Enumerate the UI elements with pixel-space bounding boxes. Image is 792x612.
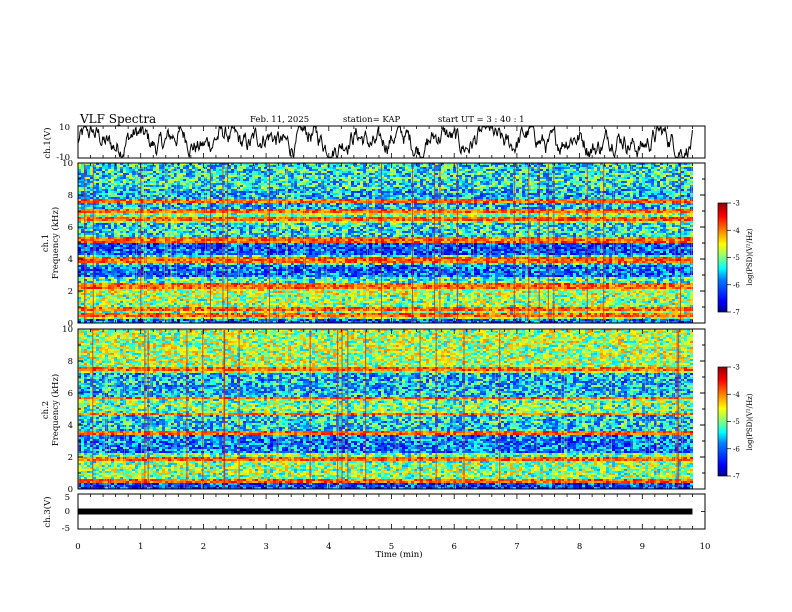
time-tick-label: 2 (201, 542, 206, 552)
ch2-colorbar-ticks: -3 -4 -5 -6 -7 (727, 364, 740, 481)
time-tick-label: 4 (326, 542, 331, 552)
ch2-spec-yticks: 0 2 4 6 8 10 (62, 325, 705, 495)
spec-ytick-label: 4 (68, 421, 73, 431)
time-tick-label: 10 (700, 542, 711, 552)
spec-ytick-label: 4 (68, 255, 73, 265)
spec-ytick-label: 2 (68, 287, 73, 297)
ch1-waveform-ylabel: ch.1(V) (42, 127, 53, 158)
spec-ytick-label: 0 (68, 319, 73, 329)
colorbar-tick-label: -7 (733, 473, 740, 481)
ch1-waveform-panel: ch.1(V) 10 -10 (42, 123, 706, 163)
ch3-waveform-trace (78, 508, 693, 515)
spec-ytick-label: 0 (68, 485, 73, 495)
start-ut-label: start UT = 3 : 40 : 1 (438, 115, 525, 125)
time-tick-label: 1 (138, 542, 143, 552)
colorbar-tick-label: -4 (733, 391, 740, 399)
time-tick-label: 6 (451, 542, 456, 552)
time-tick-label: 7 (514, 542, 519, 552)
ch2-spec-ylabel-channel: ch.2 (41, 401, 51, 419)
time-axis-label: Time (min) (375, 549, 422, 560)
spec-ytick-label: 8 (68, 357, 73, 367)
ch3-waveform-panel: ch.3(V) 5 -5 0 1 2 3 4 5 6 7 8 9 100 Time (min) (42, 126, 710, 560)
colorbar-tick-label: -3 (733, 200, 740, 208)
colorbar-tick-label: -6 (733, 445, 740, 453)
spec-ytick-label: 6 (68, 389, 73, 399)
ch2-spec-ylabel-frequency: Frequency (kHz) (50, 374, 61, 446)
colorbar-tick-label: -3 (733, 364, 740, 372)
ch2-colorbar-label: log(PSD)(V²/Hz) (746, 393, 754, 450)
time-tick-label: 3 (263, 542, 268, 552)
colorbar-tick-label: -5 (733, 418, 740, 426)
figure-title: VLF Spectra (79, 112, 156, 126)
colorbar-tick-label: -4 (733, 227, 740, 235)
spec-ytick-label: 10 (62, 325, 73, 335)
ch2-colorbar (717, 366, 728, 477)
ch1-ytick-top: 10 (59, 123, 70, 133)
colorbar-tick-label: -7 (733, 309, 740, 317)
ch1-ytick-bottom: -10 (56, 153, 70, 163)
ch1-spec-ylabel-frequency: Frequency (kHz) (50, 207, 61, 279)
time-tick-label: 9 (640, 542, 645, 552)
time-tick-label: 8 (577, 542, 582, 552)
ch3-ytick-bottom: -5 (62, 524, 70, 534)
date-label: Feb. 11, 2025 (250, 115, 309, 125)
time-axis-ticks: 0 1 2 3 4 5 6 7 8 9 100 (65, 126, 711, 552)
ch3-ytick-top: 5 (65, 493, 70, 503)
ch1-spec-ylabel-channel: ch.1 (41, 234, 51, 252)
spec-ytick-label: 10 (62, 159, 73, 169)
colorbar-tick-label: -6 (733, 281, 740, 289)
spec-ytick-label: 2 (68, 453, 73, 463)
spec-ytick-label: 8 (68, 191, 73, 201)
ch1-colorbar-ticks: -3 -4 -5 -6 -7 (727, 200, 740, 317)
ch3-ytick-zero: 0 (65, 507, 70, 517)
ch1-colorbar (717, 202, 728, 313)
spec-ytick-label: 6 (68, 223, 73, 233)
ch1-spec-yticks: 0 2 4 6 8 10 (62, 159, 705, 329)
colorbar-tick-label: -5 (733, 254, 740, 262)
ch1-waveform-trace (77, 125, 693, 159)
time-tick-label: 0 (75, 542, 80, 552)
station-label: station= KAP (343, 115, 401, 125)
ch2-spectrogram-image (78, 329, 705, 489)
ch3-waveform-ylabel: ch.3(V) (42, 496, 53, 527)
ch1-colorbar-label: log(PSD)(V²/Hz) (746, 228, 754, 285)
ch1-spectrogram-image (78, 163, 705, 323)
time-tick-label: 5 (389, 542, 394, 552)
